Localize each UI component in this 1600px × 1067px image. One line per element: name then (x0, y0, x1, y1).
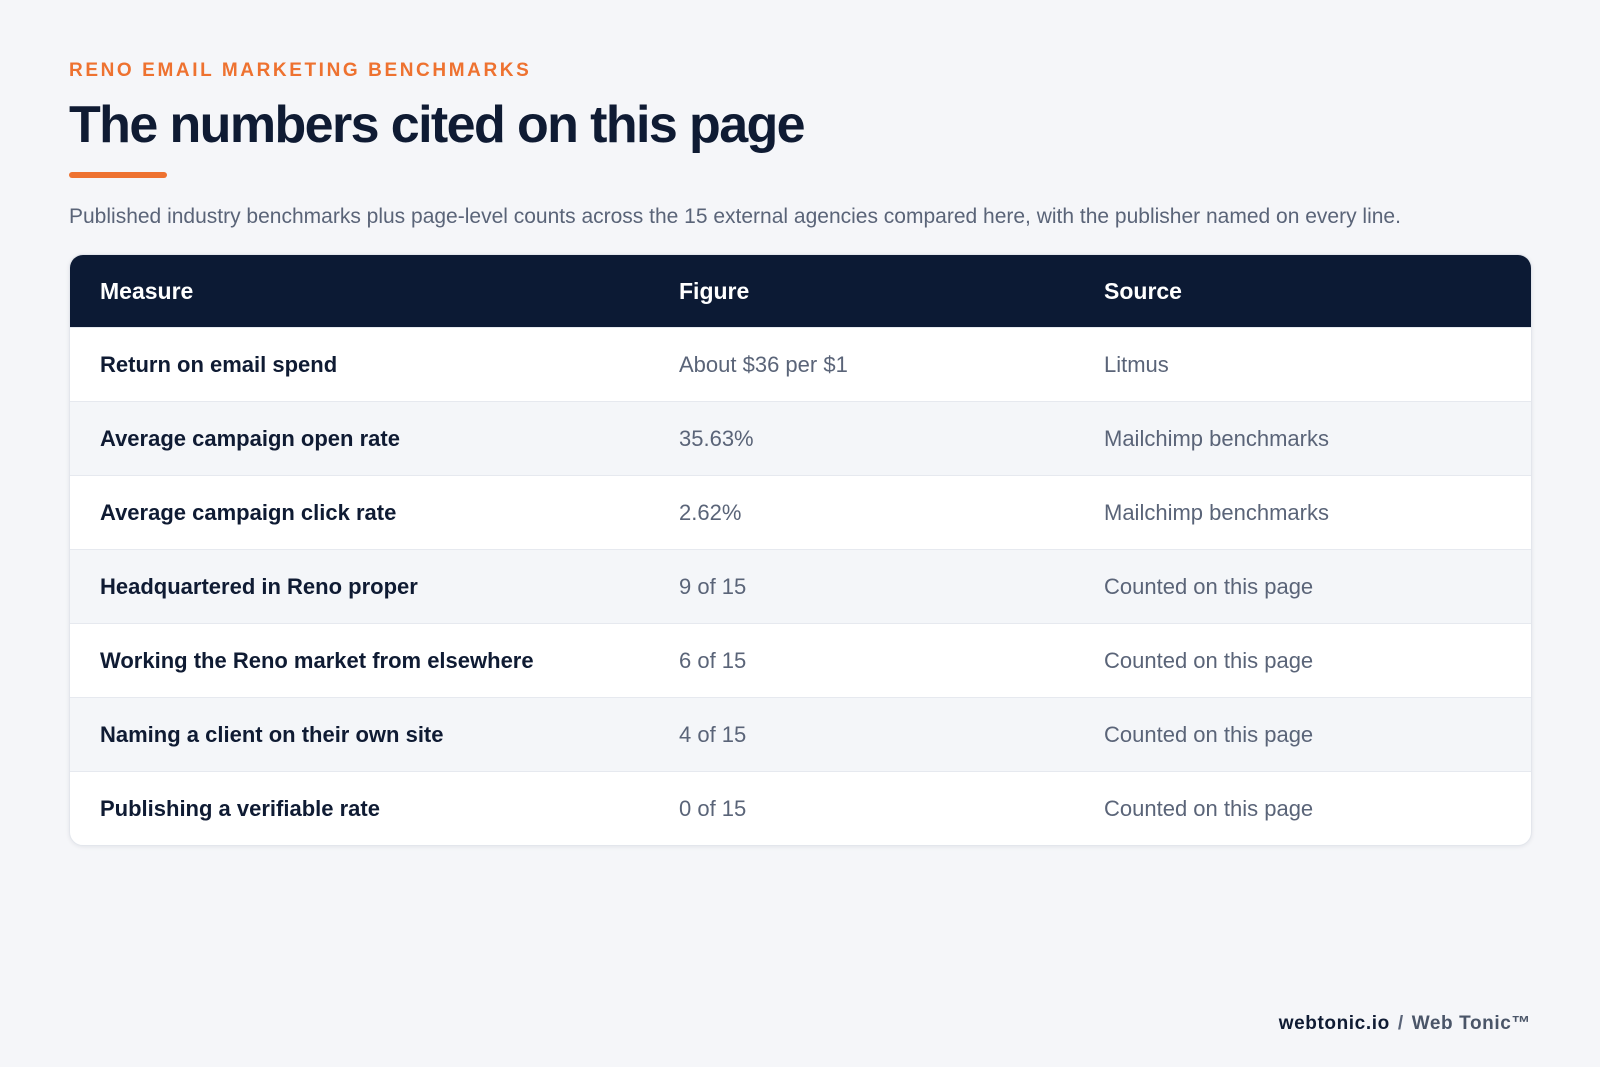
measure-cell: Naming a client on their own site (100, 721, 444, 747)
figure-cell: 2.62% (679, 499, 742, 525)
figure-cell: 0 of 15 (679, 795, 747, 821)
table-row: Headquartered in Reno proper 9 of 15 Cou… (70, 549, 1531, 623)
footer-attribution: webtonic.io / Web Tonic™ (1279, 1012, 1531, 1036)
table-row: Return on email spend About $36 per $1 L… (70, 327, 1531, 401)
column-header-measure: Measure (100, 278, 194, 304)
eyebrow-label: RENO EMAIL MARKETING BENCHMARKS (69, 60, 532, 81)
source-cell: Mailchimp benchmarks (1104, 425, 1329, 451)
figure-cell: About $36 per $1 (679, 351, 848, 377)
figure-cell: 35.63% (679, 425, 754, 451)
source-cell: Counted on this page (1104, 647, 1314, 673)
measure-cell: Average campaign click rate (100, 499, 397, 525)
source-cell: Litmus (1104, 351, 1169, 377)
table-row: Working the Reno market from elsewhere 6… (70, 623, 1531, 697)
source-cell: Mailchimp benchmarks (1104, 499, 1329, 525)
footer-separator: / (1397, 1013, 1404, 1034)
benchmarks-table: Measure Figure Source Return on email sp… (69, 254, 1532, 846)
measure-cell: Average campaign open rate (100, 425, 400, 451)
table-row: Publishing a verifiable rate 0 of 15 Cou… (70, 771, 1531, 845)
figure-cell: 4 of 15 (679, 721, 747, 747)
figure-cell: 9 of 15 (679, 573, 747, 599)
table-row: Average campaign click rate 2.62% Mailch… (70, 475, 1531, 549)
benchmarks-page: RENO EMAIL MARKETING BENCHMARKS The numb… (69, 58, 1532, 846)
page-title: The numbers cited on this page (69, 96, 806, 154)
source-cell: Counted on this page (1104, 795, 1314, 821)
source-cell: Counted on this page (1104, 721, 1314, 747)
measure-cell: Headquartered in Reno proper (100, 573, 418, 599)
footer-domain: webtonic.io (1278, 1013, 1390, 1034)
table-row: Naming a client on their own site 4 of 1… (70, 697, 1531, 771)
title-accent-divider (69, 172, 167, 178)
footer-brand: Web Tonic™ (1411, 1013, 1531, 1034)
figure-cell: 6 of 15 (679, 647, 747, 673)
measure-cell: Publishing a verifiable rate (100, 795, 380, 821)
table-row: Average campaign open rate 35.63% Mailch… (70, 401, 1531, 475)
table-header-row: Measure Figure Source (70, 255, 1531, 327)
column-header-source: Source (1104, 278, 1182, 304)
source-cell: Counted on this page (1104, 573, 1314, 599)
column-header-figure: Figure (679, 278, 750, 304)
measure-cell: Working the Reno market from elsewhere (100, 647, 534, 673)
page-subtitle: Published industry benchmarks plus page-… (69, 205, 1401, 228)
measure-cell: Return on email spend (100, 351, 338, 377)
